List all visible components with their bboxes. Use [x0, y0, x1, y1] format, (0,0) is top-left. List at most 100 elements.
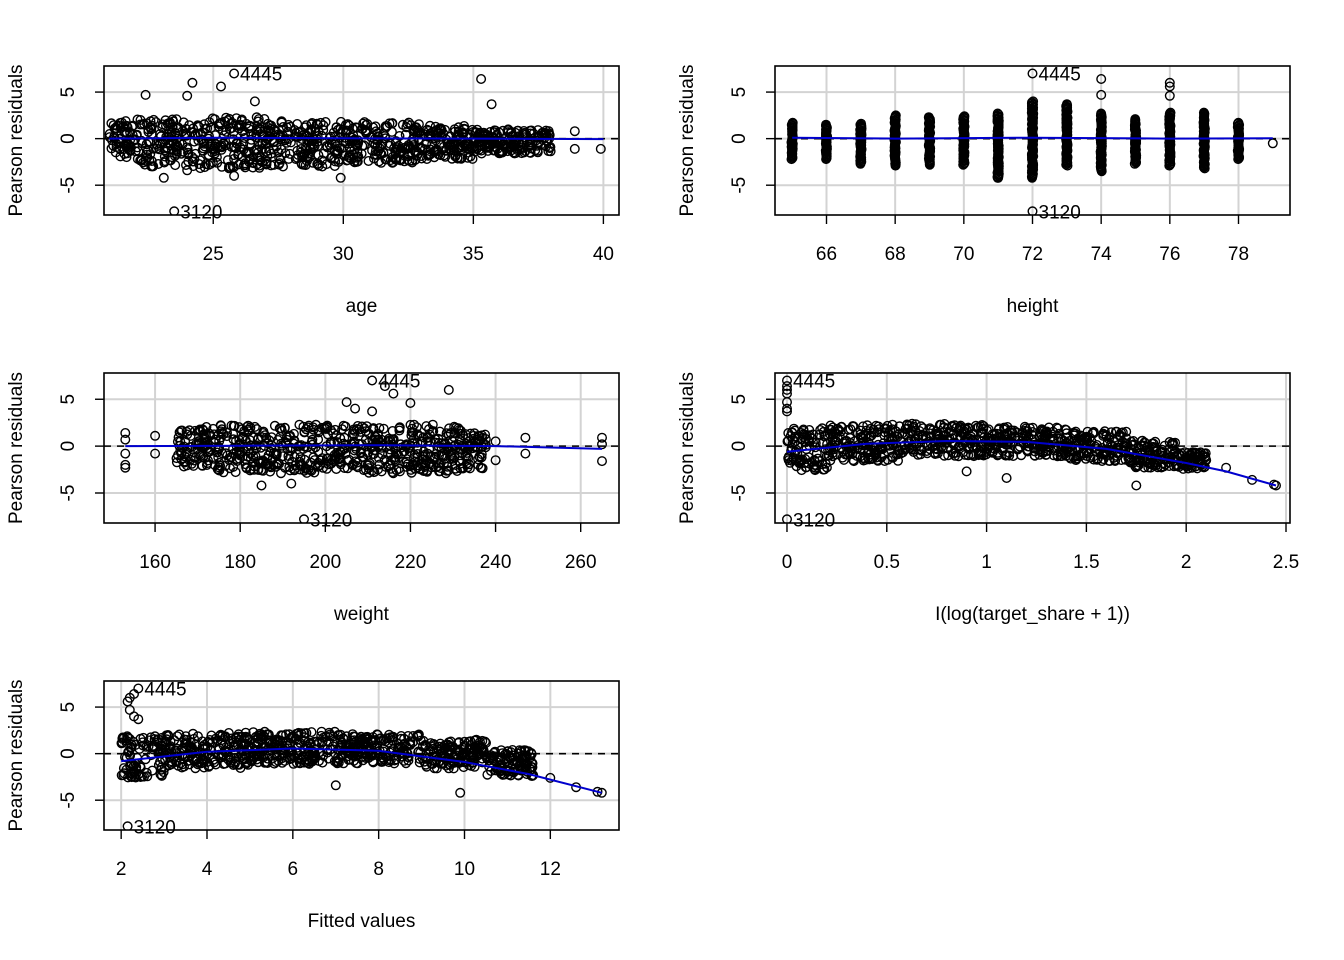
data-point	[597, 439, 608, 450]
data-point	[352, 457, 363, 468]
data-point	[1052, 423, 1063, 434]
data-point	[425, 120, 436, 131]
data-point	[122, 731, 133, 742]
y-tick-label: 5	[729, 394, 750, 405]
data-point	[1000, 439, 1011, 450]
data-point	[193, 757, 204, 768]
data-point	[1081, 439, 1092, 450]
data-point	[337, 424, 348, 435]
data-point	[310, 123, 321, 134]
x-tick-label: 2	[116, 859, 127, 880]
x-tick-label: 72	[1022, 244, 1043, 265]
data-point	[597, 432, 608, 443]
data-point	[215, 730, 226, 741]
data-point	[299, 465, 310, 476]
data-point	[340, 448, 351, 459]
data-point	[1121, 426, 1132, 437]
x-axis-title: I(log(target_share + 1))	[935, 604, 1130, 625]
data-point	[383, 460, 394, 471]
data-point	[208, 143, 219, 154]
data-point	[332, 146, 343, 157]
data-point	[210, 141, 221, 152]
x-tick-label: 8	[373, 859, 384, 880]
data-point	[968, 451, 979, 462]
data-point	[514, 144, 525, 155]
data-point	[405, 446, 416, 457]
data-point	[405, 398, 416, 409]
data-point	[110, 122, 121, 133]
plot-frame	[103, 372, 620, 524]
data-point	[423, 149, 434, 160]
data-point	[1267, 138, 1278, 149]
data-point	[394, 466, 405, 477]
data-point	[1032, 440, 1043, 451]
data-point	[263, 126, 274, 137]
data-point	[435, 466, 446, 477]
data-point	[1101, 430, 1112, 441]
y-tick-label: -5	[58, 792, 79, 809]
data-point	[1200, 448, 1211, 459]
data-point	[782, 384, 793, 395]
data-point	[782, 375, 793, 386]
data-point	[862, 420, 873, 431]
data-point	[502, 142, 513, 153]
data-point	[471, 144, 482, 155]
data-point	[201, 460, 212, 471]
data-point	[346, 735, 357, 746]
data-point	[262, 460, 273, 471]
data-point	[269, 420, 280, 431]
data-point	[159, 156, 170, 167]
data-point	[444, 423, 455, 434]
plot-area	[104, 683, 619, 830]
data-point	[133, 714, 144, 725]
outlier-label: 3120	[180, 202, 222, 223]
data-point	[950, 450, 961, 461]
data-point	[143, 124, 154, 135]
data-point	[291, 131, 302, 142]
data-point	[147, 161, 158, 172]
data-point	[179, 734, 190, 745]
data-point	[873, 455, 884, 466]
data-point	[149, 734, 160, 745]
data-point	[283, 451, 294, 462]
data-point	[204, 117, 215, 128]
x-tick-label: 200	[309, 552, 341, 573]
data-point	[373, 428, 384, 439]
data-point	[474, 451, 485, 462]
data-point	[987, 447, 998, 458]
data-point	[276, 438, 287, 449]
data-point	[848, 455, 859, 466]
x-tick-label: 1	[981, 552, 992, 573]
data-point	[405, 419, 416, 430]
data-point	[207, 157, 218, 168]
data-point	[1164, 77, 1175, 88]
data-point	[532, 147, 543, 158]
data-point	[486, 99, 497, 110]
data-point	[116, 738, 127, 749]
x-tick-label: 70	[953, 244, 974, 265]
data-point	[198, 145, 209, 156]
data-point	[257, 432, 268, 443]
data-point	[121, 141, 132, 152]
data-point	[174, 729, 185, 740]
data-point	[294, 456, 305, 467]
data-point	[405, 736, 416, 747]
data-point	[306, 429, 317, 440]
data-point	[541, 135, 552, 146]
data-point	[376, 157, 387, 168]
data-point	[441, 428, 452, 439]
data-point	[274, 423, 285, 434]
data-point	[233, 731, 244, 742]
data-point	[247, 432, 258, 443]
data-point	[247, 157, 258, 168]
outlier-label: 3120	[1039, 202, 1081, 223]
data-point	[444, 746, 455, 757]
data-point	[213, 462, 224, 473]
data-point	[852, 442, 863, 453]
data-point	[918, 423, 929, 434]
data-point	[202, 123, 213, 134]
data-point	[147, 765, 158, 776]
data-point	[378, 423, 389, 434]
data-point	[992, 447, 1003, 458]
